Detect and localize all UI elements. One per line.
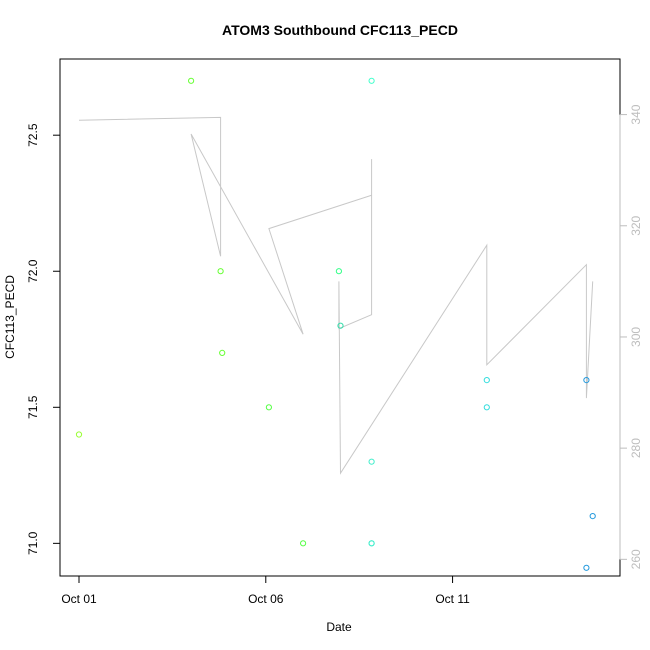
data-point [589,513,596,520]
x-axis: Oct 01 Oct 06 Oct 11 [61,575,470,606]
y2-tick-label: 260 [629,549,643,569]
y2-tick-label: 280 [629,438,643,458]
data-point [219,349,226,356]
data-point [368,77,375,84]
data-point [583,564,590,571]
chart-title: ATOM3 Southbound CFC113_PECD [222,22,458,38]
data-point [337,322,344,329]
x-axis-label: Date [326,620,352,634]
y2-tick-label: 300 [629,327,643,347]
series-line [78,116,594,475]
data-point-layer [75,77,596,571]
y2-tick-label: 340 [629,104,643,124]
data-point [368,540,375,547]
data-point [265,404,272,411]
plot-frame [59,58,621,577]
data-point [300,540,307,547]
data-point [368,458,375,465]
y2-tick-label: 320 [629,215,643,235]
data-point [217,268,224,275]
y-tick-label: 71.0 [26,531,40,555]
data-point [583,377,590,384]
data-point [75,431,83,438]
x-tick-label: Oct 06 [248,592,284,606]
x-tick-label: Oct 11 [435,592,470,606]
data-point [483,404,490,411]
data-point [188,77,195,84]
data-point [483,377,490,384]
data-line-layer [78,116,594,475]
x-tick-label: Oct 01 [61,592,97,606]
y-axis-right: 260 280 300 320 340 [619,104,643,569]
y-tick-label: 72.0 [26,259,40,283]
y-tick-label: 72.5 [26,123,40,147]
y-tick-label: 71.5 [26,395,40,419]
y-axis-label: CFC113_PECD [3,275,17,359]
data-point [335,268,342,275]
y-axis-left: 71.0 71.5 72.0 72.5 [26,123,61,555]
